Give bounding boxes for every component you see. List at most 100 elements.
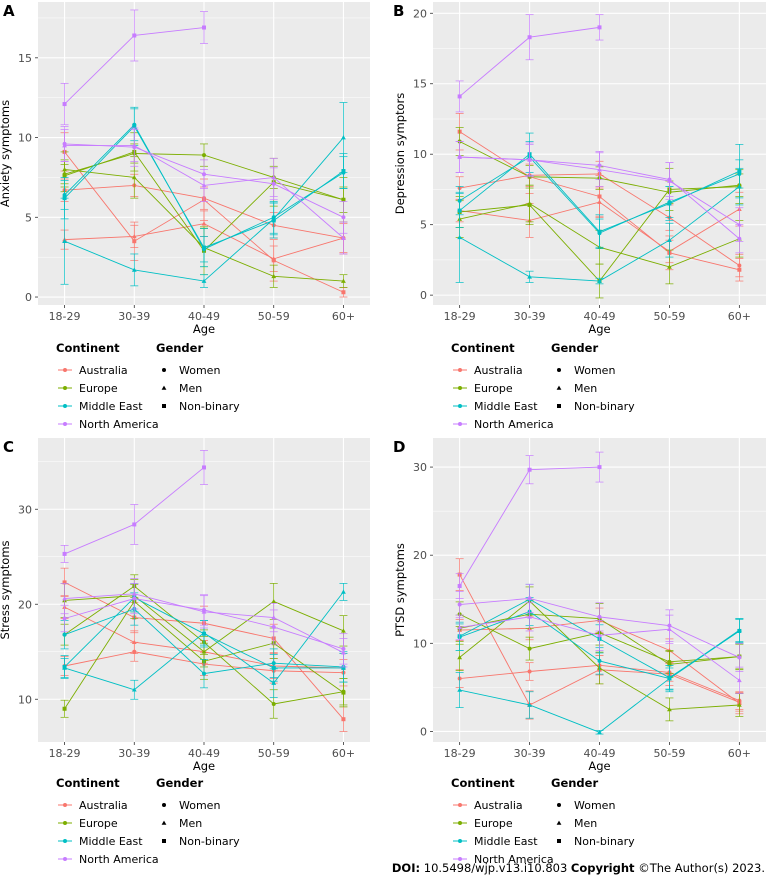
data-point: [457, 687, 463, 692]
y-axis-label: Depression symptors: [393, 93, 407, 215]
series-north-america-men: [455, 602, 744, 694]
y-tick-label: 10: [413, 148, 427, 161]
data-point: [341, 628, 346, 633]
data-point: [597, 614, 602, 619]
y-axis-label: Stress symptoms: [0, 540, 12, 639]
data-point: [62, 238, 67, 244]
data-point: [341, 278, 346, 283]
legend-key-point: [63, 821, 67, 825]
data-point: [202, 631, 206, 636]
legend-key-point: [458, 839, 462, 843]
x-tick-label: 60+: [332, 310, 355, 323]
data-point: [457, 584, 462, 589]
x-tick-label: 30-39: [514, 747, 546, 760]
data-point: [737, 267, 742, 272]
y-tick-label: 20: [413, 549, 427, 562]
doi-label: DOI:: [391, 861, 421, 875]
legend-key-point: [63, 386, 67, 390]
data-point: [62, 143, 67, 148]
x-tick-label: 50-59: [653, 310, 685, 323]
data-point: [271, 680, 277, 685]
legend-label-continent: North America: [474, 418, 554, 431]
legend-label-continent: Europe: [474, 382, 513, 395]
legend-label-gender: Women: [574, 364, 615, 377]
data-point: [62, 196, 67, 201]
legend-key-point: [458, 404, 462, 408]
data-point: [341, 135, 346, 140]
legend-key-point: [458, 386, 462, 390]
legend-label-continent: Australia: [79, 364, 128, 377]
panel-B: 0 5 10 15 20 18-29 30-39 40-49 50-59 60+ Age Depres…: [393, 2, 766, 431]
data-point: [62, 551, 67, 556]
data-point: [271, 258, 276, 263]
data-point: [271, 218, 276, 223]
legend-key-shape: [556, 820, 562, 825]
data-point: [457, 602, 462, 607]
legend-label-gender: Non-binary: [179, 835, 240, 848]
data-point: [131, 639, 137, 645]
data-point: [271, 175, 277, 180]
data-point: [527, 646, 532, 651]
data-point: [527, 35, 532, 40]
y-tick-label: 30: [413, 461, 427, 474]
data-point: [737, 628, 742, 633]
y-tick-label: 5: [25, 211, 32, 224]
data-point: [667, 626, 672, 632]
x-tick-label: 18-29: [444, 747, 476, 760]
data-point: [667, 264, 672, 269]
series-north-america-non-binary: [455, 14, 604, 113]
data-point: [667, 178, 672, 183]
data-point: [132, 33, 137, 38]
data-point: [736, 677, 742, 683]
data-point: [527, 202, 532, 207]
panel-D: 0 10 20 30 18-29 30-39 40-49 50-59 60+ Age PTSD sy…: [393, 438, 766, 866]
data-point: [202, 153, 206, 158]
data-point: [132, 124, 137, 129]
data-point: [597, 729, 602, 735]
data-point: [597, 465, 602, 470]
x-tick-label: 50-59: [258, 747, 290, 760]
x-tick-label: 50-59: [653, 747, 685, 760]
legend-key-shape: [557, 368, 561, 372]
data-point: [132, 239, 137, 244]
legend-label-continent: Europe: [474, 817, 513, 830]
legend-key-point: [458, 821, 462, 825]
legend-label-continent: Middle East: [474, 400, 538, 413]
data-point: [62, 664, 67, 669]
x-tick-label: 40-49: [584, 310, 616, 323]
legend-key-point: [458, 422, 462, 426]
series-north-america-men: [60, 129, 348, 255]
legend-key-point: [458, 368, 462, 372]
x-tick-label: 60+: [728, 310, 751, 323]
y-tick-label: 30: [18, 503, 32, 516]
legend-label-continent: Europe: [79, 382, 118, 395]
legend-label-gender: Men: [179, 817, 202, 830]
x-tick-label: 18-29: [444, 310, 476, 323]
data-point: [597, 632, 602, 638]
data-point: [457, 154, 463, 159]
x-tick-label: 50-59: [258, 310, 290, 323]
legend-title-gender: Gender: [551, 341, 598, 355]
data-point: [457, 208, 462, 213]
legend-key-shape: [557, 404, 561, 408]
data-point: [341, 589, 346, 594]
x-tick-label: 40-49: [584, 747, 616, 760]
legend-label-gender: Women: [574, 799, 615, 812]
legend-label-gender: Non-binary: [574, 400, 635, 413]
legend-label-continent: Middle East: [474, 835, 538, 848]
legend-key-point: [63, 368, 67, 372]
legend-key-shape: [557, 803, 561, 807]
legend-key-point: [458, 857, 462, 861]
data-point: [271, 665, 276, 670]
data-point: [271, 599, 277, 604]
y-tick-label: 10: [18, 693, 32, 706]
data-point: [201, 182, 207, 188]
legend-title-continent: Continent: [56, 341, 120, 355]
data-point: [341, 169, 346, 174]
y-axis-label: PTSD symptoms: [393, 543, 407, 637]
y-tick-label: 0: [420, 725, 427, 738]
data-point: [341, 215, 346, 220]
legend-key-shape: [162, 368, 166, 372]
panel-letter: A: [3, 2, 15, 20]
